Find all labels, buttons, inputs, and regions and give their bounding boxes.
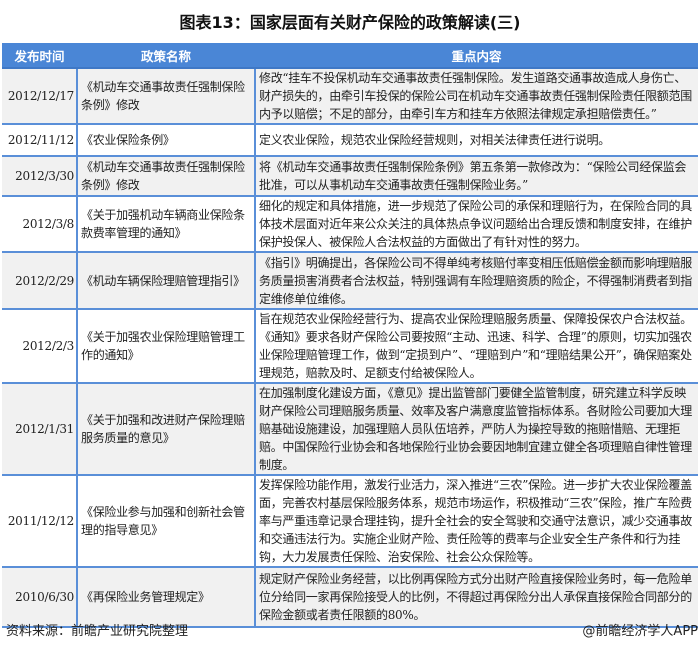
content-cell: 在加强制度化建设方面，《意见》提出监管部门要健全监管制度，研究建立科学反映财产保… — [255, 383, 698, 476]
header-policy-name: 政策名称 — [77, 43, 255, 69]
policy-name-cell: 《机动车交通事故责任强制保险条例》修改 — [77, 68, 256, 125]
content-cell: 定义农业保险，规范农业保险经营规则，对相关法律责任进行说明。 — [255, 124, 698, 157]
policy-name-cell: 《机动车辆保险理赔管理指引》 — [77, 252, 256, 310]
page-title: 图表13：国家层面有关财产保险的政策解读(三) — [179, 13, 521, 32]
content-cell: 修改“挂车不投保机动车交通事故责任强制保险。发生道路交通事故造成人身伤亡、财产损… — [255, 68, 698, 125]
table-row: 2012/3/8 《关于加强机动车辆商业保险条款费率管理的通知》 细化的规定和具体措… — [2, 196, 698, 253]
date-cell: 2011/12/12 — [2, 475, 78, 568]
content-cell: 《指引》明确提出，各保险公司不得单纯考核赔付率变相压低赔偿金额而影响理赔服务质量… — [255, 252, 698, 310]
table-row: 2012/1/31 《关于加强和改进财产保险理赔服务质量的意见》 在加强制度化建设方… — [2, 383, 698, 476]
content-cell: 将《机动车交通事故责任强制保险条例》第五条第一款修改为：“保险公司经保监会批准，… — [255, 156, 698, 197]
table-row: 2012/2/29 《机动车辆保险理赔管理指引》 《指引》明确提出，各保险公司不得单… — [2, 252, 698, 310]
date-cell: 2012/2/29 — [2, 252, 78, 310]
date-cell: 2012/12/17 — [2, 68, 78, 125]
date-cell: 2012/2/3 — [2, 309, 78, 384]
header-date: 发布时间 — [2, 43, 77, 69]
table-row: 2012/11/12 《农业保险条例》 定义农业保险，规范农业保险经营规则，对相关法… — [2, 124, 698, 157]
credit: @前瞻经济学人APP — [582, 624, 698, 639]
policy-name-cell: 《机动车交通事故责任强制保险条例》修改 — [77, 156, 256, 197]
table-row: 2012/2/3 《关于加强农业保险理赔管理工作的通知》 旨在规范农业保险经营行为、… — [2, 309, 698, 384]
table-row: 2012/12/17 《机动车交通事故责任强制保险条例》修改 修改“挂车不投保机动车… — [2, 68, 698, 125]
source-note: 资料来源：前瞻产业研究院整理 — [6, 624, 189, 639]
date-cell: 2012/1/31 — [2, 383, 78, 476]
date-cell: 2012/3/30 — [2, 156, 78, 197]
table-header: 发布时间 政策名称 重点内容 — [2, 43, 698, 69]
policy-name-cell: 《再保险业务管理规定》 — [77, 567, 256, 628]
policy-name-cell: 《关于加强和改进财产保险理赔服务质量的意见》 — [77, 383, 256, 476]
content-cell: 细化的规定和具体措施，进一步规范了保险公司的承保和理赔行为，在保险合同的具体技术… — [255, 196, 698, 253]
table-row: 2010/6/30 《再保险业务管理规定》 规定财产保险业务经营，以比例再保险方式分… — [2, 567, 698, 628]
date-cell: 2012/11/12 — [2, 124, 78, 157]
table-row: 2011/12/12 《保险业参与加强和创新社会管理的指导意见》 发挥保险功能作用，… — [2, 475, 698, 568]
date-cell: 2010/6/30 — [2, 567, 78, 628]
policy-name-cell: 《保险业参与加强和创新社会管理的指导意见》 — [77, 475, 256, 568]
policy-name-cell: 《关于加强机动车辆商业保险条款费率管理的通知》 — [77, 196, 256, 253]
policy-name-cell: 《关于加强农业保险理赔管理工作的通知》 — [77, 309, 256, 384]
table-row: 2012/3/30 《机动车交通事故责任强制保险条例》修改 将《机动车交通事故责任强… — [2, 156, 698, 197]
policy-table: 发布时间 政策名称 重点内容 2012/12/17 《机动车交通事故责任强制保险条… — [2, 43, 698, 628]
content-cell: 旨在规范农业保险经营行为、提高农业保险理赔服务质量、保障投保农户合法权益。《通知… — [255, 309, 698, 384]
policy-name-cell: 《农业保险条例》 — [77, 124, 256, 157]
content-cell: 发挥保险功能作用，激发行业活力，深入推进“三农”保险。进一步扩大农业保险覆盖面，… — [255, 475, 698, 568]
header-key-content: 重点内容 — [255, 43, 698, 69]
date-cell: 2012/3/8 — [2, 196, 78, 253]
content-cell: 规定财产保险业务经营，以比例再保险方式分出财产险直接保险业务时，每一危险单位分给… — [255, 567, 698, 628]
